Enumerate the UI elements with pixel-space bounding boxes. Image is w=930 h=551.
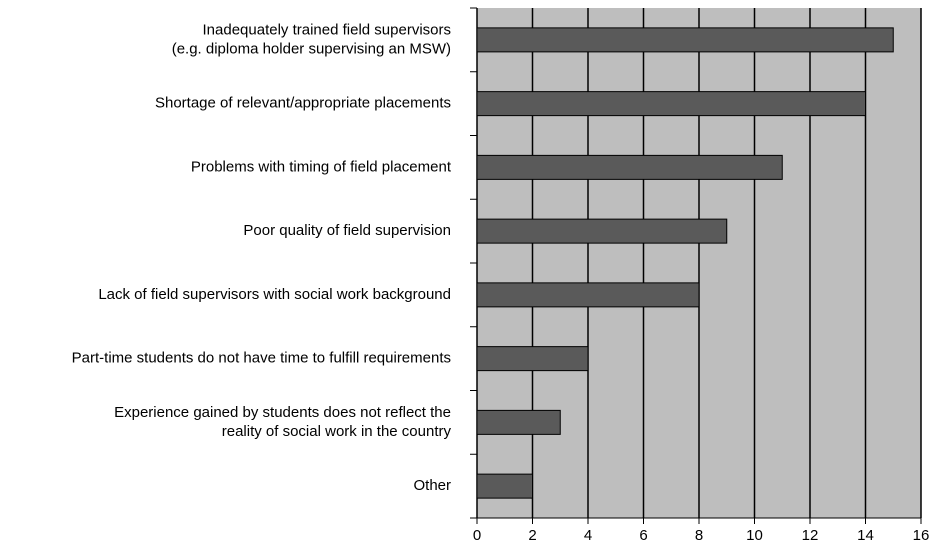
y-tick-label: Other bbox=[413, 477, 451, 494]
x-tick-label: 14 bbox=[857, 527, 874, 544]
x-tick-label: 12 bbox=[802, 527, 819, 544]
x-tick-label: 4 bbox=[584, 527, 592, 544]
y-tick-label: Experience gained by students does not r… bbox=[114, 404, 451, 421]
bar bbox=[476, 346, 589, 372]
y-tick-label: Shortage of relevant/appropriate placeme… bbox=[155, 95, 451, 112]
bar bbox=[476, 27, 894, 53]
y-tick-label: Problems with timing of field placement bbox=[191, 158, 452, 175]
x-tick-label: 8 bbox=[695, 527, 703, 544]
x-tick-label: 0 bbox=[473, 527, 481, 544]
y-tick-label: Inadequately trained field supervisors bbox=[203, 21, 451, 38]
y-tick-label: Part-time students do not have time to f… bbox=[72, 350, 451, 367]
y-tick-label: Poor quality of field supervision bbox=[243, 222, 451, 239]
y-tick-label: Lack of field supervisors with social wo… bbox=[98, 286, 451, 303]
x-tick-label: 2 bbox=[528, 527, 536, 544]
bar bbox=[476, 91, 866, 117]
y-tick-label: reality of social work in the country bbox=[222, 423, 452, 440]
bar bbox=[476, 154, 783, 180]
x-tick-label: 16 bbox=[913, 527, 930, 544]
bar bbox=[476, 473, 533, 499]
y-tick-label: (e.g. diploma holder supervising an MSW) bbox=[172, 40, 451, 57]
bar bbox=[476, 218, 728, 244]
bar bbox=[476, 409, 561, 435]
bar bbox=[476, 282, 700, 308]
x-tick-label: 10 bbox=[746, 527, 763, 544]
x-tick-label: 6 bbox=[639, 527, 647, 544]
